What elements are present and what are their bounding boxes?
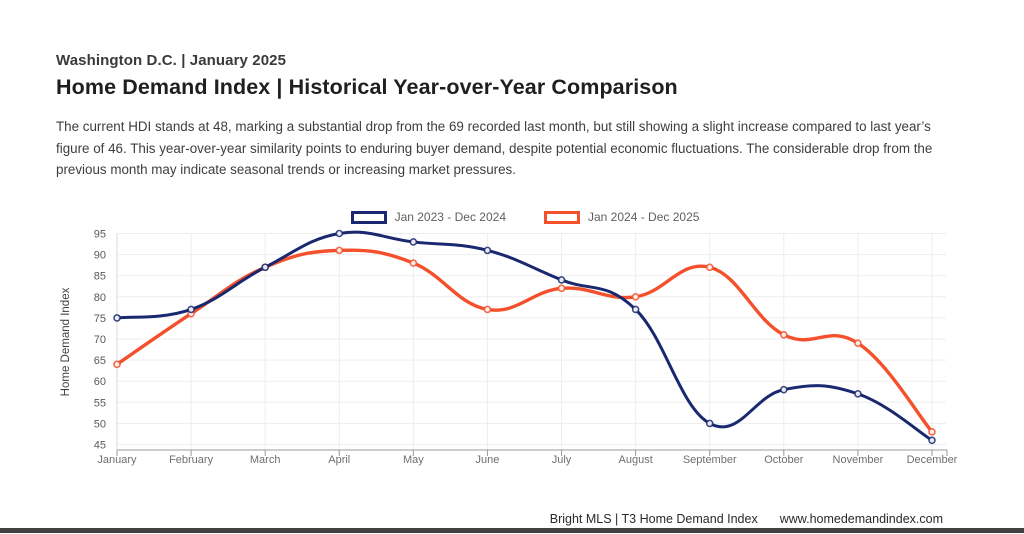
data-point [261, 263, 269, 272]
x-tick-label: January [97, 454, 137, 466]
y-tick-label: 55 [94, 397, 106, 409]
x-axis [116, 449, 948, 456]
data-point [335, 229, 344, 238]
x-tick-label: August [619, 454, 653, 466]
y-tick-label: 60 [94, 376, 106, 388]
y-tick-label: 65 [94, 355, 106, 367]
data-point [928, 428, 936, 436]
chart-legend: Jan 2023 - Dec 2024 Jan 2024 - Dec 2025 [13, 210, 1024, 224]
data-point [557, 276, 566, 284]
report-footer: Bright MLS | T3 Home Demand Index www.ho… [550, 512, 943, 526]
x-tick-label: February [169, 454, 214, 466]
x-tick-label: October [764, 454, 803, 466]
data-point [483, 305, 492, 314]
data-point [409, 259, 418, 267]
legend-label: Jan 2023 - Dec 2024 [394, 210, 506, 224]
y-tick-label: 95 [94, 229, 106, 241]
x-tick-label: June [476, 454, 500, 466]
report-header: Washington D.C. | January 2025 Home Dema… [56, 52, 678, 100]
x-tick-label: March [250, 454, 281, 466]
x-tick-label: December [907, 454, 958, 466]
y-tick-label: 45 [94, 440, 106, 452]
x-tick-label: November [833, 454, 884, 466]
hdi-line-chart: 95 90 85 80 75 70 65 60 55 50 45 January February Mar… [0, 195, 1024, 495]
data-point [928, 436, 936, 445]
data-point [780, 385, 788, 394]
data-point [187, 305, 195, 314]
chart-grid [116, 233, 946, 450]
legend-label: Jan 2024 - Dec 2025 [588, 210, 700, 224]
data-point [631, 305, 640, 314]
legend-swatch-navy [350, 210, 387, 224]
x-tick-label: May [403, 454, 424, 466]
footer-website: www.homedemandindex.com [779, 512, 943, 526]
legend-swatch-red [544, 210, 580, 224]
legend-item-series-1[interactable]: Jan 2023 - Dec 2024 [350, 210, 506, 224]
data-point [780, 330, 788, 339]
y-axis-title: Home Demand Index [60, 287, 72, 396]
y-tick-label: 70 [94, 334, 106, 346]
series-jan-2023---dec-2024 [113, 229, 936, 445]
page-title: Home Demand Index | Historical Year-over… [56, 75, 678, 99]
data-point [409, 238, 418, 246]
data-point [705, 419, 714, 428]
y-tick-label: 50 [94, 418, 106, 430]
y-axis-labels: 95 90 85 80 75 70 65 60 55 50 45 [94, 229, 106, 452]
x-axis-labels: January February March April May June July Augu… [97, 454, 957, 466]
y-tick-label: 80 [94, 292, 106, 304]
x-tick-label: September [683, 454, 737, 466]
data-point [113, 314, 121, 322]
data-point [705, 263, 714, 272]
data-point [854, 390, 862, 398]
y-tick-label: 85 [94, 271, 106, 283]
report-description: The current HDI stands at 48, marking a … [56, 119, 933, 178]
data-point [854, 339, 862, 348]
data-point [557, 284, 566, 293]
data-point [113, 360, 121, 369]
y-tick-label: 75 [94, 313, 106, 325]
data-point [335, 246, 344, 255]
x-tick-label: April [328, 454, 350, 466]
report-subtitle: Washington D.C. | January 2025 [56, 52, 287, 69]
bottom-bar [0, 528, 1024, 533]
x-tick-label: July [552, 454, 572, 466]
data-point [631, 293, 640, 301]
data-point [483, 246, 492, 255]
footer-attribution: Bright MLS | T3 Home Demand Index [549, 512, 758, 526]
y-tick-label: 90 [94, 250, 106, 262]
legend-item-series-2[interactable]: Jan 2024 - Dec 2025 [544, 210, 699, 224]
